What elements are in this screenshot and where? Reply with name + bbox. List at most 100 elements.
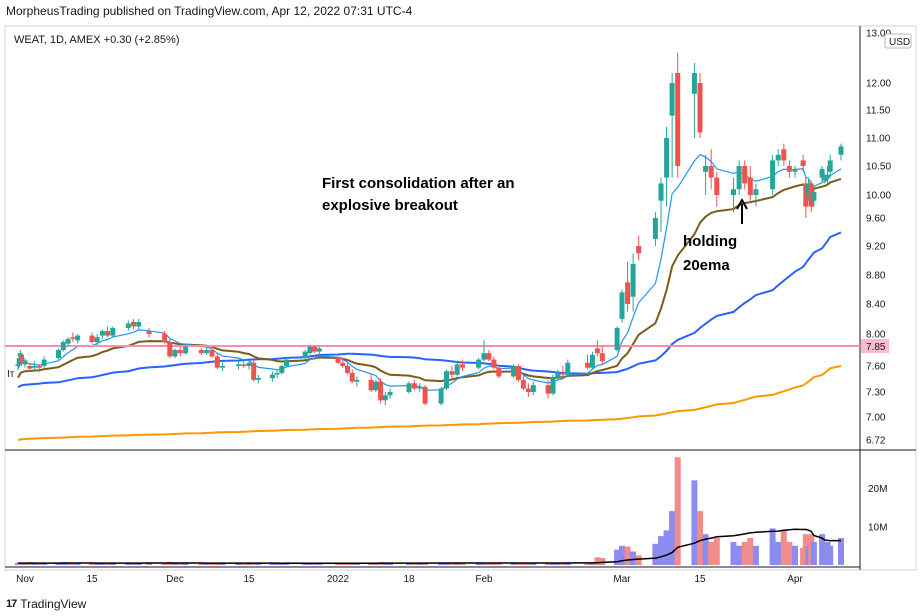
candle-body xyxy=(162,334,168,342)
volume-bar xyxy=(339,563,346,565)
volume-bar xyxy=(792,545,798,566)
volume-bar xyxy=(459,563,466,565)
candle-body xyxy=(669,83,675,116)
candle-body xyxy=(382,395,388,401)
candle-body xyxy=(94,337,100,342)
candle-body xyxy=(652,218,658,239)
candle-body xyxy=(183,346,189,354)
candle-body xyxy=(619,292,625,319)
candle-body xyxy=(373,381,379,391)
price-tick-label: 7.00 xyxy=(866,413,886,424)
volume-bar xyxy=(74,563,81,565)
candle-body xyxy=(255,378,261,380)
currency-badge[interactable] xyxy=(884,33,912,49)
candle-body xyxy=(454,364,460,375)
volume-bar xyxy=(630,551,637,565)
candle-body xyxy=(691,73,697,94)
candle-body xyxy=(825,174,830,178)
volume-bar xyxy=(26,562,33,565)
volume-bar xyxy=(827,545,834,566)
volume-bar xyxy=(564,562,571,565)
ema-annotation: holding 20ema xyxy=(683,233,737,274)
time-tick-label: 15 xyxy=(86,574,98,585)
volume-bar xyxy=(203,563,210,565)
volume-tick-label: 20M xyxy=(868,484,887,495)
candle-body xyxy=(235,364,241,366)
volume-bar xyxy=(810,541,817,565)
candle-body xyxy=(481,353,487,360)
candle-body xyxy=(792,168,798,172)
volume-bar xyxy=(316,563,323,565)
candle-body xyxy=(27,366,33,369)
candle-body xyxy=(70,337,76,339)
volume-bar xyxy=(663,530,670,565)
volume-bar xyxy=(530,563,537,565)
volume-bar xyxy=(702,534,709,565)
candle-body xyxy=(444,371,449,389)
volume-bar xyxy=(372,563,379,565)
volume-bar xyxy=(382,563,389,565)
candle-body xyxy=(747,177,753,195)
candle-body xyxy=(520,379,526,389)
volume-bar xyxy=(209,563,215,565)
volume-bar xyxy=(41,563,48,565)
chart-marker: Iᴛ xyxy=(7,369,15,380)
volume-bar xyxy=(475,563,482,565)
candle-body xyxy=(22,360,28,365)
candle-body xyxy=(274,372,280,375)
volume-bar xyxy=(545,562,552,565)
ma50-line xyxy=(17,231,842,389)
candle-body xyxy=(486,353,492,360)
candle-body xyxy=(307,346,313,354)
currency-label: USD xyxy=(889,37,910,48)
candle-body xyxy=(167,342,173,357)
candle-body xyxy=(422,386,428,404)
volume-bar xyxy=(198,563,205,565)
price-tick-label: 12.00 xyxy=(866,79,891,90)
ma200-line xyxy=(17,365,842,441)
candle-body xyxy=(589,354,595,368)
volume-bar xyxy=(520,562,527,565)
consolidation-annotation: First consolidation after an explosive br… xyxy=(322,175,515,214)
candle-body xyxy=(808,183,814,207)
time-tick-label: 18 xyxy=(403,574,415,585)
candle-body xyxy=(269,374,275,379)
tradingview-brand: TradingView xyxy=(20,597,87,611)
candle-body xyxy=(146,331,152,334)
candle-body xyxy=(279,366,285,373)
candle-body xyxy=(594,348,600,354)
candle-body xyxy=(460,364,466,368)
candle-body xyxy=(387,392,393,396)
candle-body xyxy=(417,386,423,389)
price-tick-label: 11.00 xyxy=(866,134,891,145)
candle-body xyxy=(496,367,502,377)
candle-body xyxy=(753,189,759,195)
volume-bar xyxy=(713,538,720,565)
candle-body xyxy=(406,383,412,392)
volume-bar xyxy=(235,563,242,565)
volume-bar xyxy=(490,563,497,565)
candle-body xyxy=(516,366,521,380)
candle-body xyxy=(708,166,714,178)
candle-body xyxy=(251,362,257,380)
candle-body xyxy=(75,335,81,341)
volume-bar xyxy=(104,563,111,565)
time-tick-label: Dec xyxy=(166,574,184,585)
candle-body xyxy=(703,166,709,172)
volume-bar xyxy=(387,563,394,565)
volume-bar xyxy=(306,563,313,565)
candle-body xyxy=(476,359,482,368)
candle-body xyxy=(340,362,346,366)
candle-body xyxy=(411,383,417,389)
volume-bar xyxy=(741,541,748,565)
volume-bar xyxy=(65,563,72,565)
volume-bar xyxy=(550,563,556,565)
volume-bar xyxy=(448,563,455,565)
price-tick-label: 9.60 xyxy=(866,214,886,225)
candle-body xyxy=(89,335,95,342)
candle-body xyxy=(345,366,350,373)
price-tick-label: 8.80 xyxy=(866,271,886,282)
volume-bar xyxy=(182,563,189,565)
volume-bar xyxy=(278,563,285,565)
